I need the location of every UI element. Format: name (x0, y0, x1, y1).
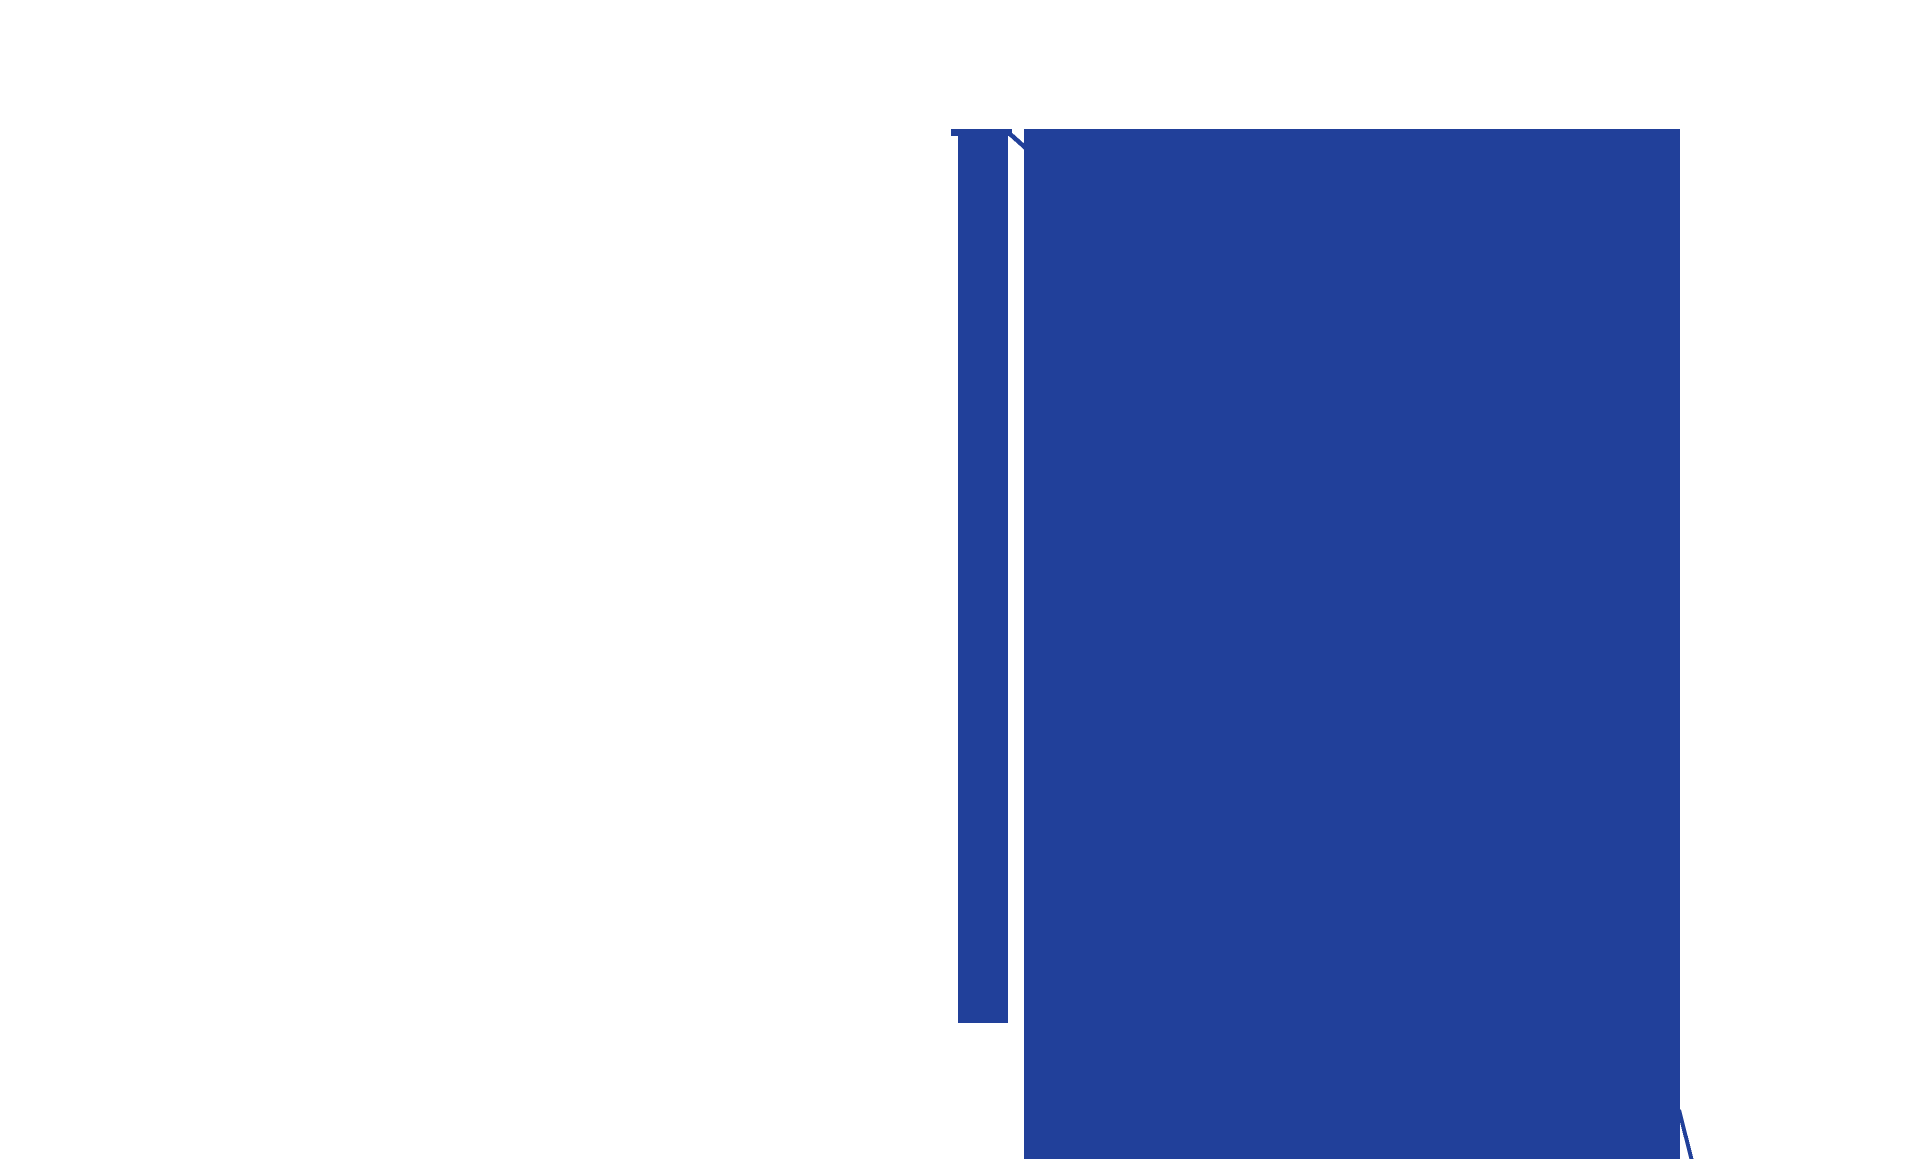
main-block-shape (1024, 129, 1680, 1159)
left-stem-bar-shape (958, 135, 1008, 1023)
top-cap-bar-shape (951, 129, 1012, 136)
lower-right-diagonal-shape (1677, 1109, 1694, 1159)
